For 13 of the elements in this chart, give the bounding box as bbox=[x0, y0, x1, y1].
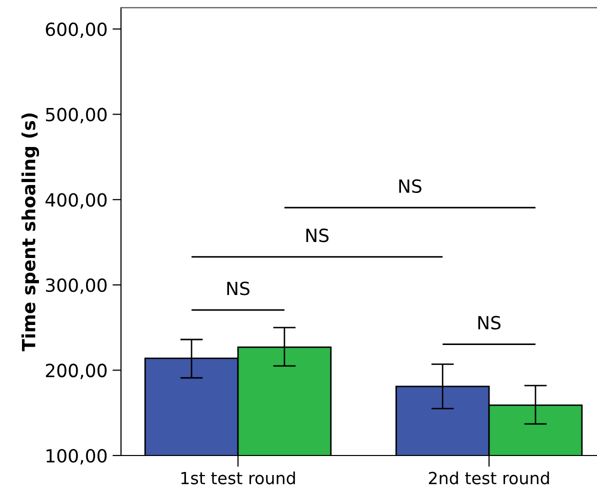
y-tick-label: 500,00 bbox=[46, 108, 107, 124]
y-tick-label: 100,00 bbox=[46, 448, 107, 464]
annotation: NS bbox=[227, 282, 250, 296]
x-tick-label: 1st test round bbox=[181, 471, 295, 484]
y-axis-title: Time spent shoaling (s) bbox=[21, 113, 40, 352]
y-tick-label: 600,00 bbox=[46, 22, 107, 38]
annotation: NS bbox=[399, 179, 422, 193]
x-tick-label: 2nd test round bbox=[428, 471, 549, 484]
y-tick-label: 400,00 bbox=[46, 193, 107, 209]
y-tick-label: 300,00 bbox=[46, 278, 107, 294]
annotation: NS bbox=[306, 228, 329, 242]
y-tick-label: 200,00 bbox=[46, 364, 107, 380]
annotation: NS bbox=[478, 316, 501, 330]
